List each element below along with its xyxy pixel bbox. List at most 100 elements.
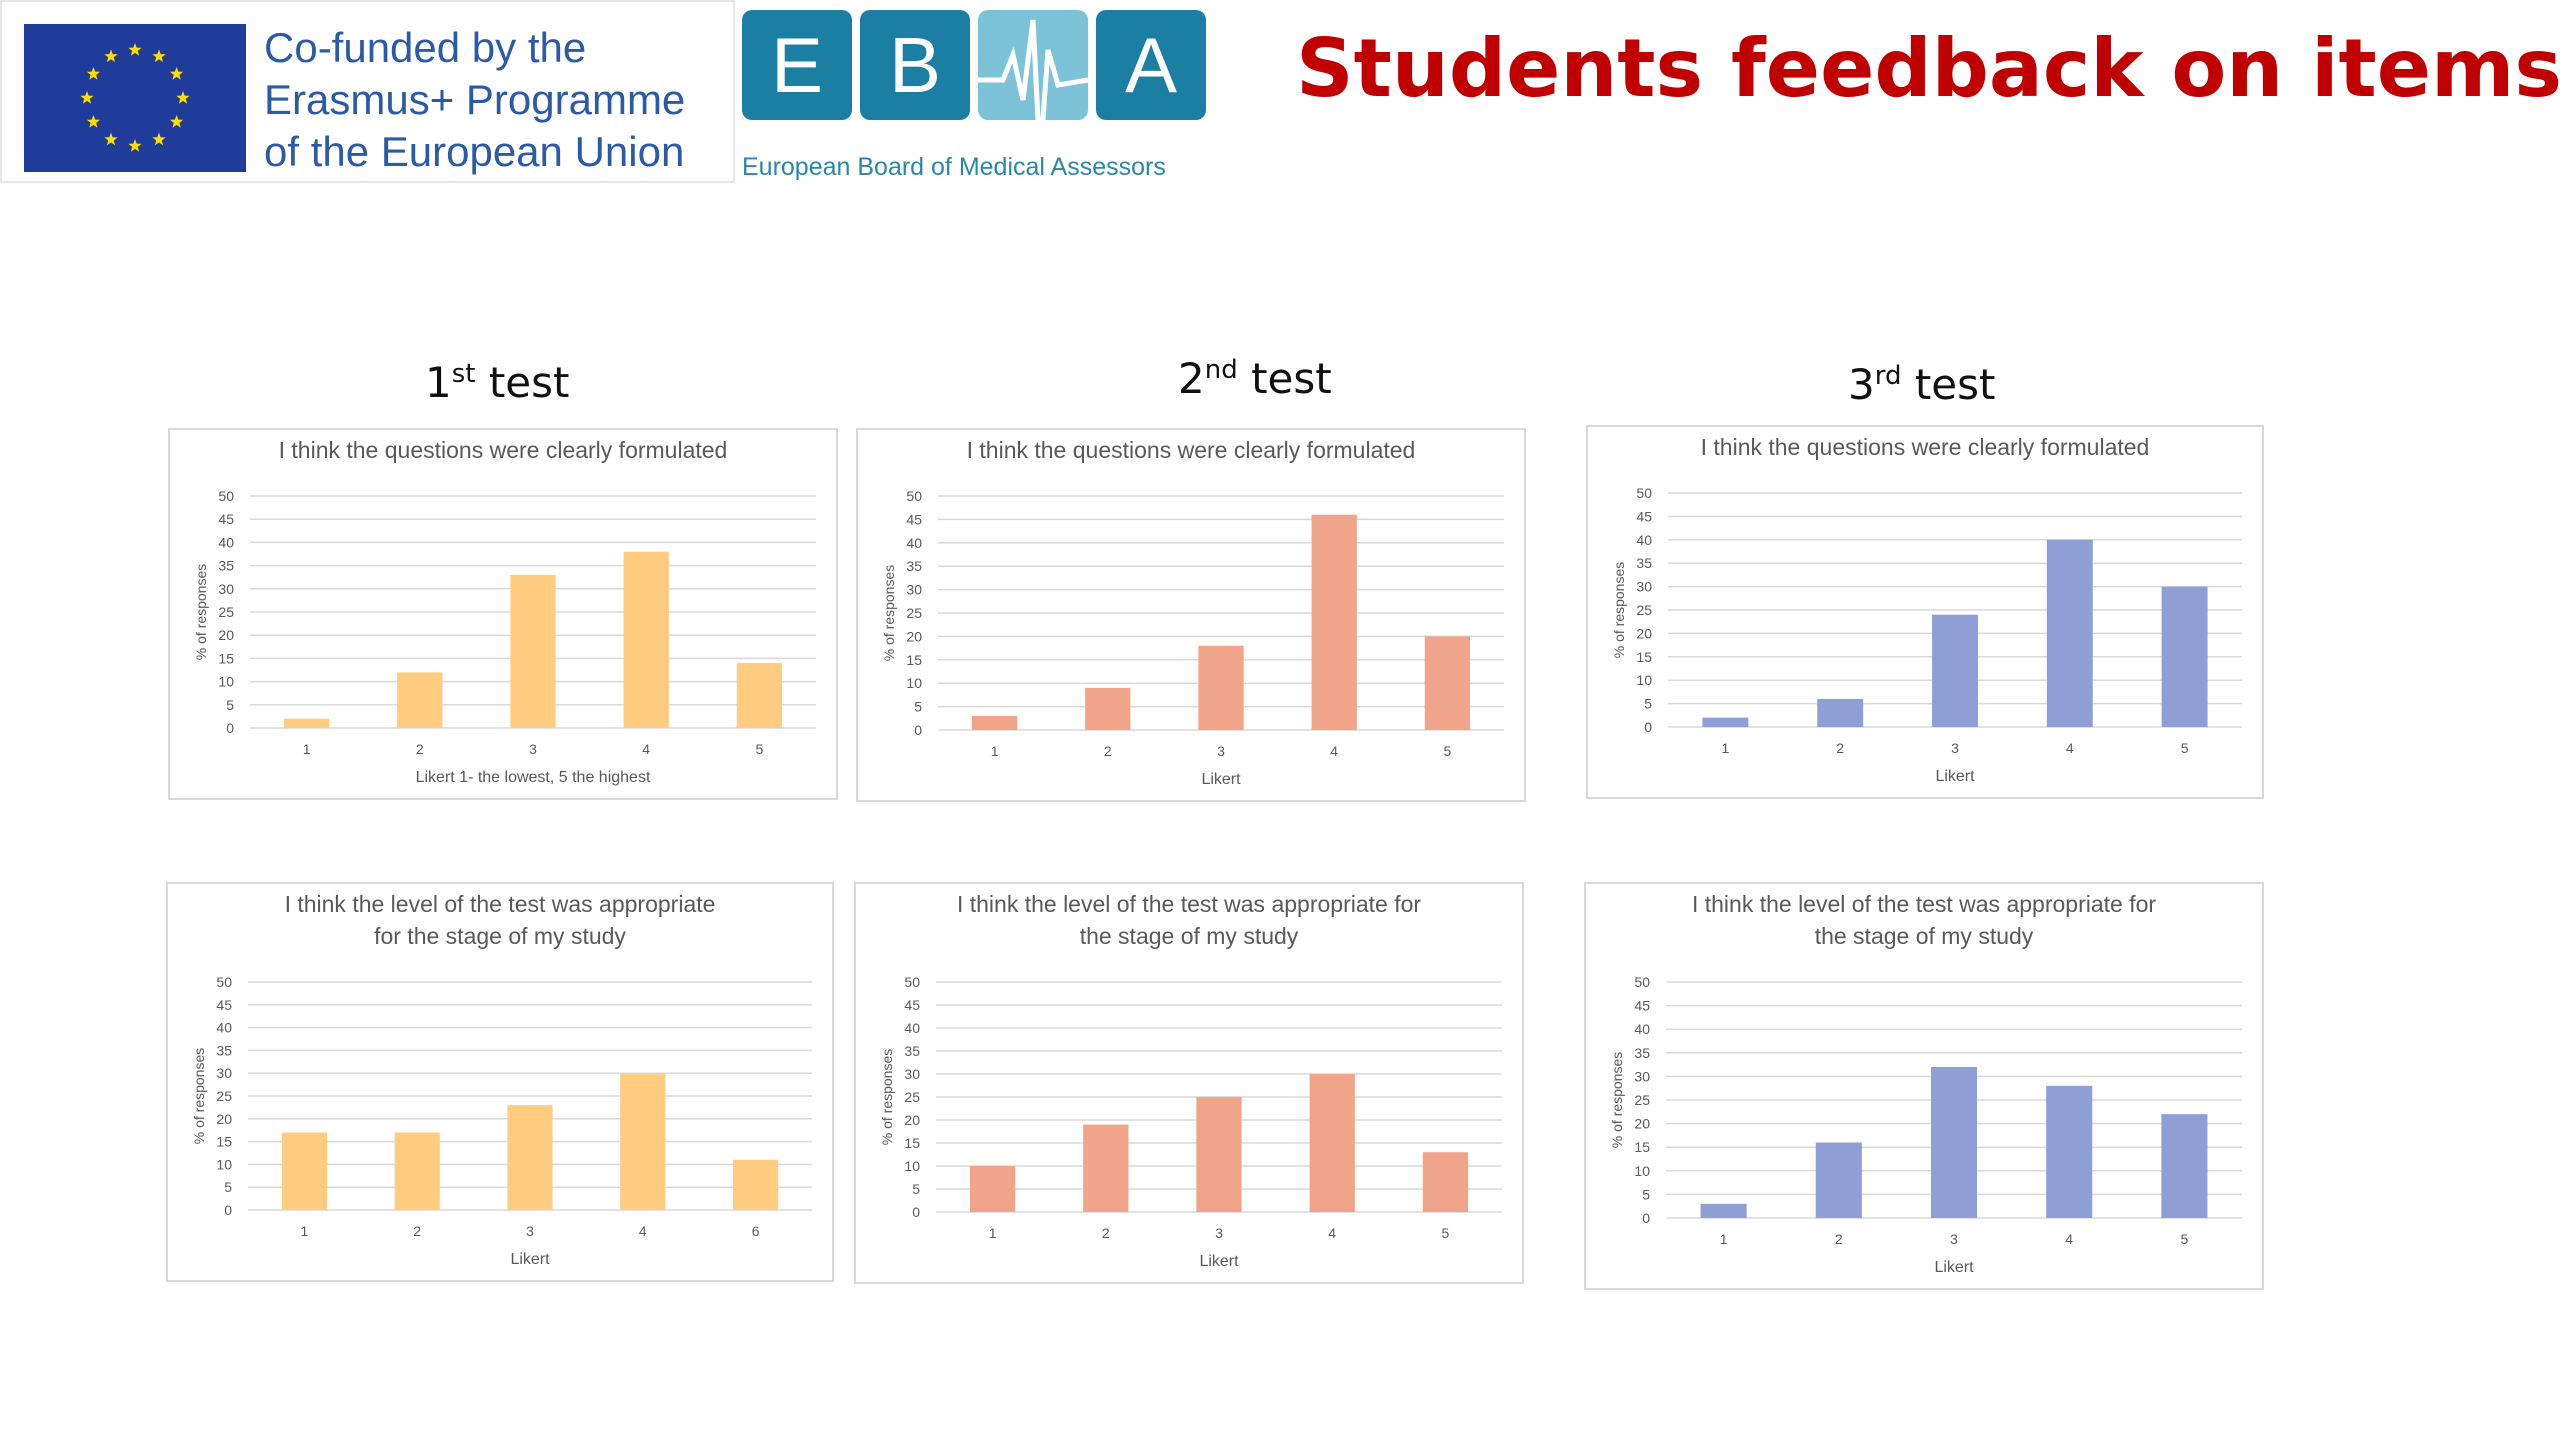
x-tick-label: 3 — [529, 741, 537, 757]
chart-title: I think the questions were clearly formu… — [279, 437, 728, 463]
bar — [1196, 1097, 1242, 1212]
y-axis-label: % of responses — [881, 565, 897, 662]
bar — [1424, 636, 1471, 730]
y-tick-label: 25 — [216, 1088, 232, 1104]
y-tick-label: 25 — [218, 604, 234, 620]
eu-funding-text: Co-funded by the Erasmus+ Programme of t… — [264, 22, 685, 178]
bar — [1932, 614, 1978, 727]
bar — [2161, 586, 2208, 727]
bar — [1311, 514, 1357, 730]
y-tick-label: 25 — [904, 1089, 920, 1105]
eu-star-icon — [169, 115, 184, 128]
y-tick-label: 5 — [912, 1181, 920, 1197]
chart-svg: I think the questions were clearly formu… — [193, 437, 816, 786]
test-number: 3 — [1848, 360, 1875, 409]
chart-svg: I think the level of the test was approp… — [1609, 891, 2242, 1276]
x-tick-label: 1 — [1720, 1231, 1728, 1247]
y-tick-label: 45 — [906, 511, 922, 527]
ebma-tile-b: B — [860, 10, 970, 120]
y-tick-label: 30 — [216, 1065, 232, 1081]
x-tick-label: 3 — [526, 1223, 534, 1239]
bar — [2161, 1114, 2208, 1218]
eu-star-icon — [86, 67, 101, 80]
eu-star-icon — [104, 49, 118, 63]
y-tick-label: 40 — [906, 535, 922, 551]
y-tick-label: 40 — [1636, 532, 1652, 548]
y-tick-label: 10 — [1634, 1163, 1650, 1179]
chart-test2-clarity: I think the questions were clearly formu… — [856, 428, 1526, 802]
x-tick-label: 3 — [1950, 1231, 1958, 1247]
test-suffix: nd — [1204, 355, 1238, 385]
chart-svg: I think the level of the test was approp… — [879, 891, 1502, 1270]
y-tick-label: 0 — [1642, 1210, 1650, 1226]
test-heading-2: 2nd test — [1178, 354, 1332, 403]
y-tick-label: 15 — [1634, 1139, 1650, 1155]
y-tick-label: 35 — [218, 558, 234, 574]
y-tick-label: 15 — [216, 1134, 232, 1150]
y-tick-label: 20 — [218, 627, 234, 643]
chart-svg: I think the level of the test was approp… — [191, 891, 812, 1268]
y-tick-label: 45 — [1634, 998, 1650, 1014]
x-axis-label: Likert — [1935, 768, 1975, 785]
y-tick-label: 20 — [1636, 625, 1652, 641]
x-tick-label: 4 — [642, 741, 650, 757]
test-heading-1: 1st test — [425, 358, 570, 407]
y-tick-label: 30 — [904, 1066, 920, 1082]
x-tick-label: 3 — [1215, 1225, 1223, 1241]
eu-flag-icon — [24, 24, 246, 172]
bar — [2046, 539, 2093, 727]
bar — [1702, 717, 1749, 727]
y-tick-label: 45 — [1636, 508, 1652, 524]
heartbeat-icon — [978, 10, 1088, 160]
eu-star-icon — [80, 91, 94, 104]
y-tick-label: 5 — [1642, 1186, 1650, 1202]
x-axis-label: Likert — [510, 1251, 550, 1268]
x-axis-label: Likert — [1201, 771, 1241, 788]
y-tick-label: 30 — [1636, 579, 1652, 595]
x-tick-label: 1 — [303, 741, 311, 757]
chart-title: I think the level of the test was approp… — [957, 891, 1421, 917]
test-label: test — [1914, 360, 1996, 409]
y-axis-label: % of responses — [191, 1048, 207, 1145]
y-tick-label: 30 — [906, 582, 922, 598]
y-tick-label: 40 — [218, 534, 234, 550]
chart-title: I think the level of the test was approp… — [1692, 891, 2156, 917]
x-tick-label: 2 — [1104, 743, 1112, 759]
y-tick-label: 50 — [216, 974, 232, 990]
chart-test1-level: I think the level of the test was approp… — [166, 882, 834, 1282]
x-tick-label: 1 — [301, 1223, 309, 1239]
chart-title: I think the questions were clearly formu… — [1701, 434, 2150, 460]
y-tick-label: 35 — [904, 1043, 920, 1059]
y-tick-label: 15 — [218, 650, 234, 666]
eu-star-icon — [152, 132, 166, 146]
bar — [281, 1132, 327, 1210]
y-tick-label: 20 — [216, 1111, 232, 1127]
bar — [397, 672, 443, 728]
y-tick-label: 45 — [216, 997, 232, 1013]
x-tick-label: 4 — [2065, 1231, 2073, 1247]
chart-test3-clarity: I think the questions were clearly formu… — [1586, 425, 2264, 799]
x-axis-label: Likert — [1199, 1253, 1239, 1270]
y-tick-label: 20 — [1634, 1116, 1650, 1132]
y-tick-label: 15 — [1636, 649, 1652, 665]
y-tick-label: 0 — [1644, 719, 1652, 735]
chart-test3-level: I think the level of the test was approp… — [1584, 882, 2264, 1290]
x-tick-label: 3 — [1217, 743, 1225, 759]
y-tick-label: 50 — [1636, 485, 1652, 501]
x-axis-label: Likert 1- the lowest, 5 the highest — [416, 769, 651, 786]
y-tick-label: 40 — [904, 1020, 920, 1036]
chart-svg: I think the questions were clearly formu… — [1611, 434, 2242, 785]
chart-title: I think the level of the test was approp… — [285, 891, 716, 917]
eu-star-icon — [104, 132, 118, 146]
x-tick-label: 3 — [1951, 740, 1959, 756]
ebma-subtitle: European Board of Medical Assessors — [742, 153, 1166, 181]
y-tick-label: 10 — [906, 675, 922, 691]
bar — [1083, 1124, 1129, 1212]
y-axis-label: % of responses — [1609, 1052, 1625, 1149]
y-tick-label: 50 — [218, 488, 234, 504]
bar — [969, 1166, 1016, 1212]
y-tick-label: 20 — [904, 1112, 920, 1128]
eu-star-icon — [128, 139, 142, 152]
ebma-tile-a: A — [1096, 10, 1206, 120]
y-tick-label: 0 — [912, 1204, 920, 1220]
